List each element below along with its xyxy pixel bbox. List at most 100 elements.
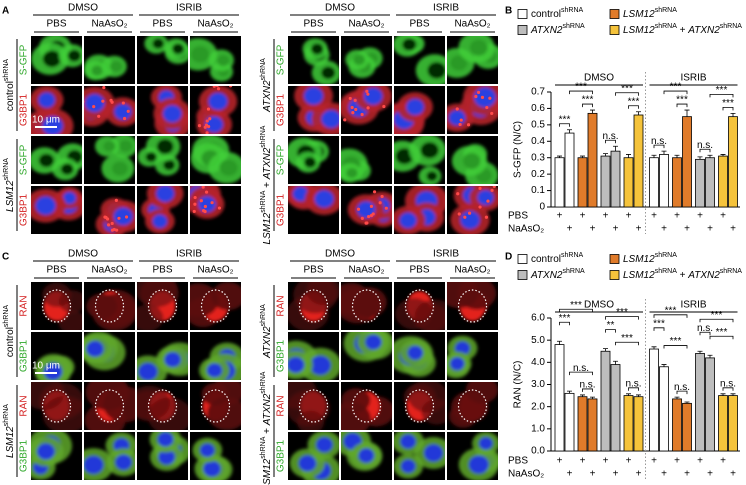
text-part: ATXN2 bbox=[687, 25, 720, 36]
bar bbox=[682, 402, 692, 452]
cytoplasm bbox=[408, 382, 445, 413]
granule bbox=[384, 206, 388, 210]
significance-bracket bbox=[628, 387, 639, 391]
significance-label: *** bbox=[559, 114, 571, 125]
granule bbox=[351, 111, 355, 115]
cytoplasm bbox=[341, 287, 379, 324]
granule bbox=[193, 202, 197, 206]
treatment-label: PBS bbox=[508, 456, 528, 467]
genotype-label: controlshRNA bbox=[3, 59, 15, 112]
bar bbox=[587, 398, 598, 452]
treatment-mark: + bbox=[613, 469, 619, 480]
micrograph bbox=[394, 186, 445, 234]
significance-bracket bbox=[615, 341, 639, 346]
blur-layer bbox=[141, 186, 184, 234]
granule bbox=[490, 188, 494, 192]
granule bbox=[212, 86, 216, 88]
micrograph bbox=[190, 136, 241, 184]
significance-bracket bbox=[663, 345, 688, 349]
micrograph bbox=[31, 382, 82, 430]
channel-label: G3BP1 bbox=[276, 193, 287, 226]
significance-bracket bbox=[676, 103, 688, 108]
column-label: NaAsO₂ bbox=[91, 19, 127, 30]
legend-swatch bbox=[609, 254, 620, 264]
nucleus bbox=[423, 444, 444, 462]
blur-layer bbox=[288, 340, 339, 380]
nucleus bbox=[400, 434, 416, 449]
bar bbox=[564, 392, 575, 452]
error-bar bbox=[707, 154, 713, 158]
granule bbox=[456, 192, 460, 196]
group-label: DMSO bbox=[325, 249, 355, 260]
error-bar bbox=[567, 390, 572, 394]
channel-label: G3BP1 bbox=[19, 339, 30, 372]
text-part: + bbox=[262, 425, 273, 436]
nucleus bbox=[35, 196, 56, 215]
text-part: shRNA bbox=[3, 59, 10, 82]
micrograph bbox=[394, 282, 445, 330]
blur-layer bbox=[196, 86, 238, 134]
text-part: shRNA bbox=[260, 58, 267, 81]
blur-layer bbox=[451, 143, 498, 184]
nucleus bbox=[363, 87, 383, 105]
y-axis-title: S-GFP (N/C) bbox=[513, 121, 524, 178]
significance-label: n.s. bbox=[602, 131, 618, 142]
text-part: ATXN2 bbox=[530, 25, 563, 36]
text-part: shRNA bbox=[720, 268, 743, 275]
nucleus bbox=[400, 459, 416, 474]
granule bbox=[84, 119, 85, 122]
nucleus bbox=[206, 363, 223, 378]
significance-label: *** bbox=[722, 98, 734, 109]
blur-layer bbox=[137, 282, 180, 330]
blur-layer bbox=[84, 332, 126, 371]
nucleus bbox=[478, 437, 493, 450]
nucleus bbox=[156, 138, 174, 155]
genotype-label: ATXN2shRNA bbox=[260, 58, 272, 113]
cytoplasm bbox=[207, 397, 241, 430]
genotype-label: controlshRNA bbox=[3, 305, 15, 358]
panel-letter: A bbox=[2, 6, 9, 17]
legend-swatch bbox=[517, 254, 528, 264]
error-bar bbox=[636, 111, 641, 115]
cytoplasm bbox=[457, 282, 497, 310]
micrograph bbox=[84, 282, 135, 330]
nucleus bbox=[477, 190, 494, 206]
y-tick-label: 0.5 bbox=[531, 119, 545, 130]
blur-layer bbox=[192, 437, 233, 480]
micrograph bbox=[288, 136, 339, 184]
outline bbox=[200, 389, 231, 423]
nucleus bbox=[399, 212, 417, 229]
legend-swatch bbox=[609, 270, 620, 280]
granule bbox=[488, 96, 492, 100]
bar bbox=[600, 350, 611, 452]
genotype-label: LSM12shRNA bbox=[3, 404, 15, 458]
bar bbox=[649, 157, 659, 208]
granule bbox=[197, 124, 202, 128]
treatment-mark: + bbox=[697, 456, 703, 467]
micrograph bbox=[31, 136, 82, 184]
nucleus bbox=[288, 356, 305, 373]
treatment-mark: + bbox=[580, 211, 586, 222]
legend-label: LSM12shRNA + ATXN2shRNA bbox=[623, 268, 742, 280]
treatment-mark: + bbox=[557, 211, 563, 222]
error-bar bbox=[661, 150, 667, 155]
bar bbox=[705, 357, 715, 452]
treatment-mark: + bbox=[590, 469, 596, 480]
text-part: ATXN2 bbox=[262, 393, 273, 426]
nucleus bbox=[460, 210, 480, 229]
blur-layer bbox=[150, 86, 188, 134]
granule bbox=[369, 213, 374, 218]
outline bbox=[41, 389, 72, 423]
error-bar bbox=[674, 396, 680, 399]
granule bbox=[367, 214, 371, 219]
outline bbox=[200, 289, 231, 323]
micrograph bbox=[341, 332, 392, 380]
bar bbox=[718, 395, 728, 452]
group-label: DMSO bbox=[584, 300, 614, 311]
bar bbox=[554, 157, 565, 208]
micrograph bbox=[447, 282, 498, 330]
granule bbox=[126, 109, 130, 113]
outline bbox=[351, 389, 382, 423]
significance-label: *** bbox=[621, 83, 633, 94]
blur-layer bbox=[84, 432, 135, 480]
